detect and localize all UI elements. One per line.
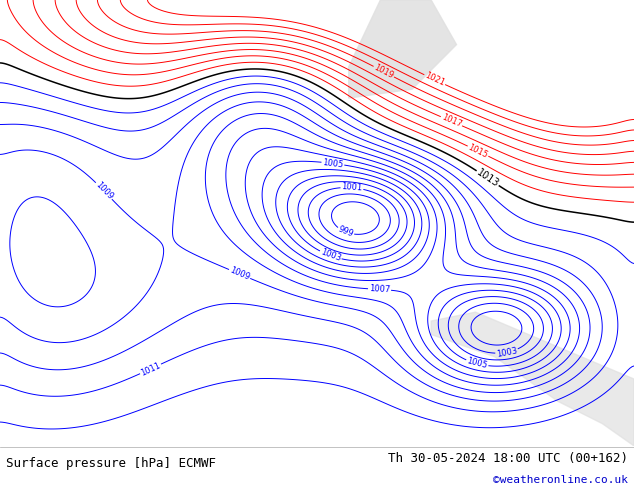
Text: 1019: 1019 (372, 63, 395, 80)
Text: 1009: 1009 (228, 266, 251, 282)
Text: Th 30-05-2024 18:00 UTC (00+162): Th 30-05-2024 18:00 UTC (00+162) (387, 452, 628, 465)
Text: 1021: 1021 (424, 71, 446, 88)
Text: ©weatheronline.co.uk: ©weatheronline.co.uk (493, 475, 628, 485)
Text: Surface pressure [hPa] ECMWF: Surface pressure [hPa] ECMWF (6, 457, 216, 470)
Text: 1009: 1009 (93, 180, 115, 201)
Text: 1013: 1013 (475, 167, 501, 189)
Text: 1005: 1005 (322, 158, 344, 169)
Polygon shape (431, 312, 634, 446)
Text: 1001: 1001 (341, 182, 363, 193)
Text: 1003: 1003 (319, 248, 342, 264)
Text: 1017: 1017 (440, 113, 463, 129)
Text: 1005: 1005 (466, 357, 488, 370)
Text: 1015: 1015 (467, 143, 489, 160)
Text: 999: 999 (337, 225, 354, 239)
Text: 1007: 1007 (369, 284, 391, 294)
Text: 1011: 1011 (139, 361, 162, 377)
Polygon shape (349, 0, 456, 98)
Text: 1003: 1003 (496, 346, 518, 359)
